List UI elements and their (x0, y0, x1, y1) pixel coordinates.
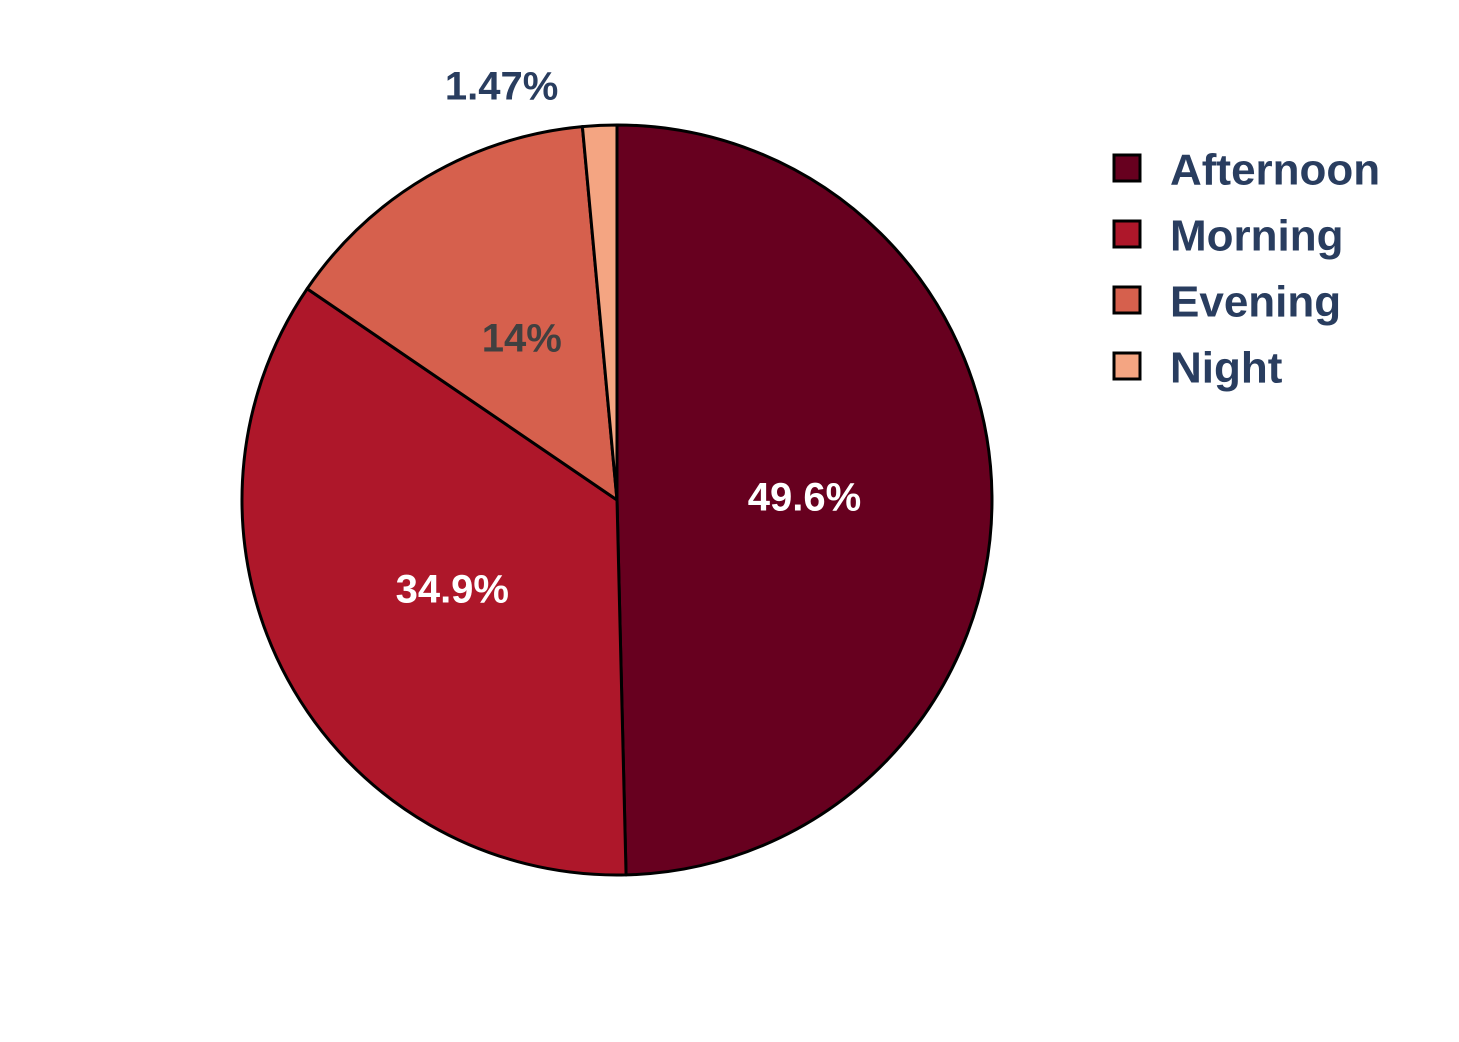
pie-slice-evening (305, 125, 619, 502)
pie-slices (240, 123, 994, 877)
pie-slice-morning (240, 287, 628, 877)
pie-labels: 49.6% 34.9% 14% 1.47% (396, 64, 862, 611)
legend-label-night: Night (1170, 344, 1283, 393)
legend-item-night: Night (1112, 344, 1283, 393)
legend-label-morning: Morning (1170, 212, 1344, 261)
pie-label-morning: 34.9% (396, 568, 509, 612)
pie-label-afternoon: 49.6% (748, 476, 861, 520)
pie-slice-afternoon (615, 123, 994, 877)
legend-item-morning: Morning (1112, 212, 1344, 261)
legend-label-evening: Evening (1170, 278, 1341, 327)
legend-swatch-afternoon (1112, 153, 1142, 183)
legend-swatch-night (1112, 351, 1142, 381)
legend-swatch-evening (1112, 285, 1142, 315)
legend-item-afternoon: Afternoon (1112, 146, 1380, 195)
legend-label-afternoon: Afternoon (1170, 146, 1380, 195)
legend-swatch-morning (1112, 219, 1142, 249)
pie-label-evening: 14% (482, 316, 562, 360)
pie-label-night: 1.47% (445, 64, 558, 108)
legend-item-evening: Evening (1112, 278, 1341, 327)
pie-slice-night (580, 123, 619, 502)
legend: Afternoon Morning Evening Night (1112, 146, 1380, 393)
